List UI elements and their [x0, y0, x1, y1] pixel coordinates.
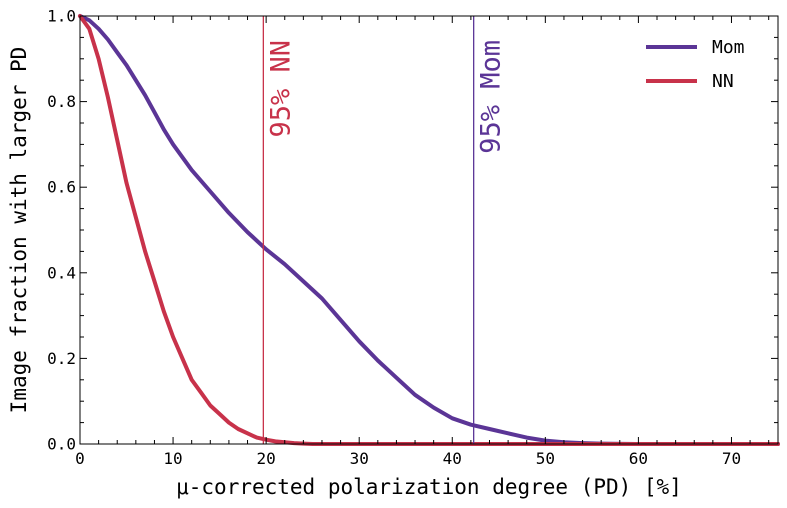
y-tick-label: 0.0 [47, 435, 76, 454]
x-tick-label: 20 [257, 449, 276, 468]
legend-label-nn: NN [712, 71, 734, 92]
ticks: 0 10 20 30 40 50 60 70 0.0 0.2 0.4 0.6 0.8 1.0 [47, 7, 778, 468]
x-axis-label: μ-corrected polarization degree (PD) [%] [176, 475, 682, 499]
x-tick-label: 30 [350, 449, 369, 468]
x-tick-label: 60 [629, 449, 648, 468]
y-tick-label: 0.8 [47, 92, 76, 111]
y-tick-label: 0.6 [47, 178, 76, 197]
vline-label-1: 95% NN [265, 40, 296, 138]
y-axis-label: Image fraction with larger PD [7, 47, 31, 414]
x-tick-label: 70 [722, 449, 741, 468]
x-tick-label: 0 [75, 449, 85, 468]
vline-label-2: 95% Mom [476, 40, 507, 154]
y-tick-label: 0.2 [47, 349, 76, 368]
vertical-lines: 95% NN 95% Mom [262, 16, 507, 444]
legend-label-mom: Mom [712, 37, 745, 58]
x-tick-label: 40 [443, 449, 462, 468]
x-tick-label: 10 [163, 449, 182, 468]
legend: Mom NN [646, 37, 745, 92]
y-tick-label: 1.0 [47, 7, 76, 26]
y-tick-label: 0.4 [47, 263, 76, 282]
x-tick-label: 50 [536, 449, 555, 468]
